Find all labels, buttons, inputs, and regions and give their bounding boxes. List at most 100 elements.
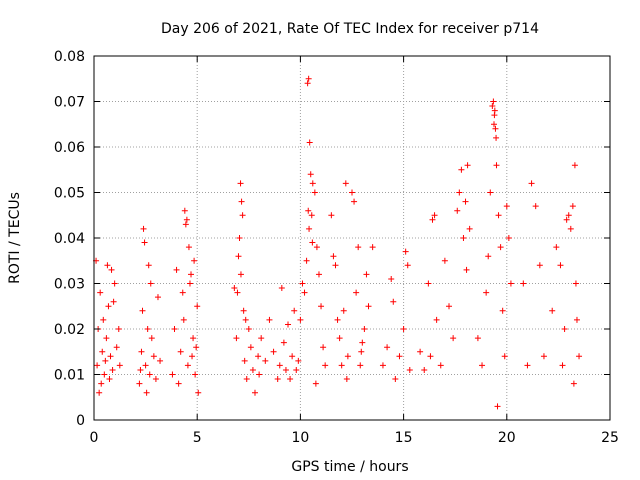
data-point xyxy=(359,339,366,346)
data-point xyxy=(189,353,196,360)
data-point xyxy=(563,216,570,223)
data-point xyxy=(138,348,145,355)
data-point xyxy=(308,212,315,219)
data-point xyxy=(460,235,467,241)
x-tick-label: 0 xyxy=(90,430,99,446)
data-point xyxy=(142,362,149,369)
data-point xyxy=(307,171,314,178)
data-point xyxy=(570,380,577,387)
data-point xyxy=(349,189,355,196)
data-point xyxy=(392,376,399,383)
data-point xyxy=(98,380,105,387)
data-point xyxy=(553,244,560,251)
data-point xyxy=(524,362,531,369)
data-point xyxy=(231,285,238,292)
data-point xyxy=(549,307,556,314)
data-point xyxy=(404,262,411,269)
y-tick-label: 0.07 xyxy=(54,95,85,111)
data-point xyxy=(358,348,365,355)
data-point xyxy=(256,371,263,378)
data-point xyxy=(136,380,143,387)
data-point xyxy=(328,212,335,219)
data-point xyxy=(237,180,244,187)
data-point xyxy=(291,307,298,314)
data-point xyxy=(103,335,110,342)
data-point xyxy=(427,353,434,360)
axis-ticks xyxy=(93,55,611,421)
data-point xyxy=(110,298,117,305)
data-point xyxy=(369,244,376,251)
data-point xyxy=(505,235,512,241)
data-point xyxy=(285,321,292,328)
data-points xyxy=(93,75,583,410)
data-point xyxy=(179,289,186,296)
data-point xyxy=(113,344,120,351)
data-point xyxy=(234,289,241,296)
data-point xyxy=(255,353,262,360)
data-point xyxy=(105,303,112,310)
data-point xyxy=(572,280,579,287)
x-tick-label: 5 xyxy=(193,430,202,446)
data-point xyxy=(245,326,252,332)
y-tick-label: 0.02 xyxy=(54,322,85,338)
data-point xyxy=(499,307,506,314)
data-point xyxy=(195,389,202,396)
grid-lines xyxy=(94,56,610,420)
data-point xyxy=(169,371,176,378)
data-point xyxy=(278,285,285,292)
data-point xyxy=(357,362,364,369)
data-point xyxy=(102,357,109,364)
data-point xyxy=(446,303,453,310)
data-point xyxy=(309,239,316,246)
data-point xyxy=(241,357,248,364)
data-point xyxy=(490,98,497,105)
data-point xyxy=(503,203,510,210)
data-point xyxy=(258,335,265,342)
data-point xyxy=(462,198,469,205)
data-point xyxy=(304,80,311,87)
data-point xyxy=(463,266,470,273)
data-point xyxy=(194,303,201,310)
x-tick-labels: 0 5 10 15 20 25 xyxy=(90,430,619,446)
data-point xyxy=(437,362,444,369)
data-point xyxy=(561,326,568,332)
data-point xyxy=(276,362,283,369)
data-point xyxy=(251,389,258,396)
data-point xyxy=(140,225,147,232)
data-point xyxy=(507,280,514,287)
data-point xyxy=(305,207,312,214)
data-point xyxy=(188,271,195,278)
y-axis-label: ROTI / TECUs xyxy=(7,192,23,284)
data-point xyxy=(289,353,296,360)
data-point xyxy=(157,357,164,364)
data-point xyxy=(106,376,113,383)
data-point xyxy=(342,180,349,187)
y-tick-label: 0.08 xyxy=(54,49,85,65)
data-point xyxy=(177,348,184,355)
y-tick-label: 0.05 xyxy=(54,186,85,202)
data-point xyxy=(240,307,247,314)
data-point xyxy=(365,303,372,310)
data-point xyxy=(303,257,310,264)
data-point xyxy=(238,198,245,205)
data-point xyxy=(491,121,498,128)
data-point xyxy=(483,289,490,296)
y-tick-labels: 0 0.01 0.02 0.03 0.04 0.05 0.06 0.07 0.08 xyxy=(54,49,85,429)
data-point xyxy=(466,225,473,232)
data-point xyxy=(487,189,494,196)
data-point xyxy=(249,366,256,373)
data-point xyxy=(400,326,407,332)
data-point xyxy=(493,134,500,141)
data-point xyxy=(497,244,504,251)
data-point xyxy=(353,289,360,296)
x-tick-label: 15 xyxy=(395,430,413,446)
data-point xyxy=(104,262,111,269)
data-point xyxy=(390,298,397,305)
data-point xyxy=(137,366,144,373)
data-point xyxy=(355,244,362,251)
data-point xyxy=(108,266,115,273)
data-point xyxy=(171,326,178,332)
data-point xyxy=(144,326,151,332)
data-point xyxy=(293,366,300,373)
data-point xyxy=(565,212,572,219)
